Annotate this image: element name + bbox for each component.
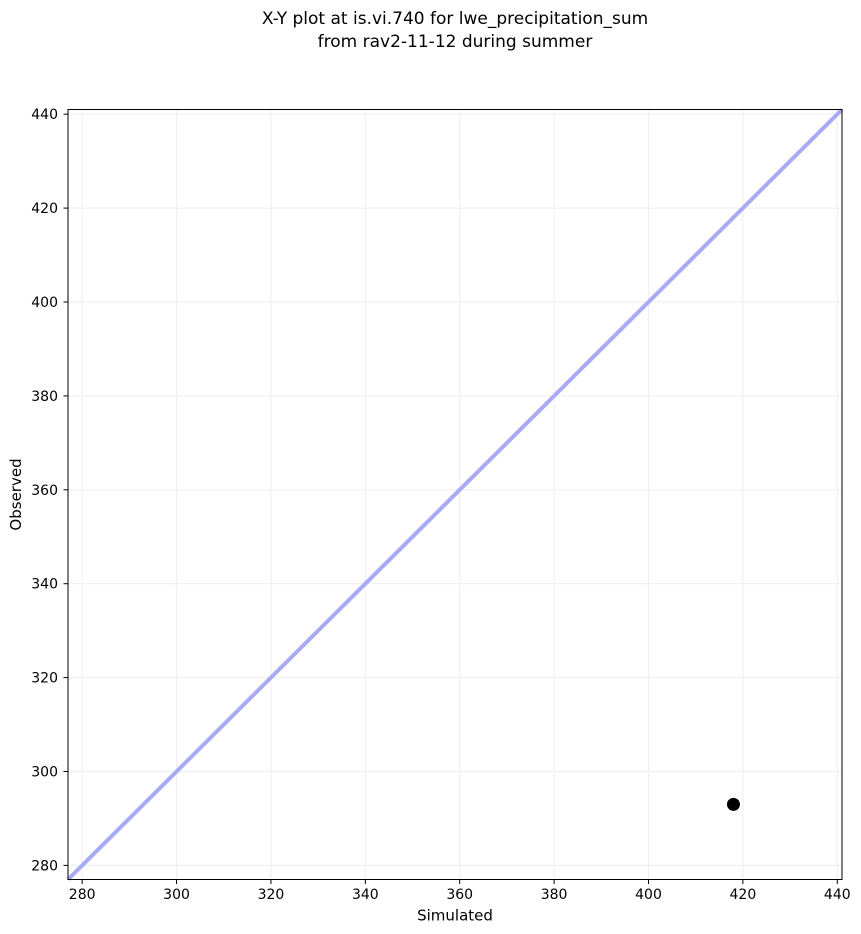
x-tick-label: 440 <box>824 887 851 903</box>
x-tick-label: 400 <box>635 887 662 903</box>
y-axis-label: Observed <box>7 458 25 530</box>
x-tick-label: 380 <box>541 887 568 903</box>
tick-labels-group: 280 300 320 340 360 380 400 420 440 280 300 320 340 3… <box>31 107 850 903</box>
y-tick-label: 420 <box>31 201 58 217</box>
y-tick-label: 400 <box>31 295 58 311</box>
x-tick-label: 300 <box>163 887 190 903</box>
y-tick-label: 380 <box>31 389 58 405</box>
x-tick-label: 280 <box>69 887 96 903</box>
x-axis-label: Simulated <box>417 907 493 925</box>
y-tick-label: 320 <box>31 671 58 687</box>
y-tick-label: 300 <box>31 765 58 781</box>
axis-ticks-group <box>63 113 838 884</box>
y-tick-label: 360 <box>31 483 58 499</box>
chart-title: X-Y plot at is.vi.740 for lwe_precipitat… <box>68 8 842 54</box>
x-tick-label: 420 <box>730 887 757 903</box>
scatter-points-group <box>726 797 740 811</box>
chart-title-line1: X-Y plot at is.vi.740 for lwe_precipitat… <box>261 9 649 29</box>
plot-border <box>67 109 843 880</box>
y-tick-label: 280 <box>31 858 58 874</box>
y-tick-label: 340 <box>31 577 58 593</box>
identity-line-group <box>66 108 844 881</box>
x-tick-label: 360 <box>446 887 473 903</box>
x-tick-label: 320 <box>258 887 285 903</box>
identity-line <box>66 108 844 881</box>
scatter-point <box>726 797 740 811</box>
grid-group <box>68 109 842 880</box>
y-tick-label: 440 <box>31 107 58 123</box>
chart-title-line2: from rav2-11-12 during summer <box>317 32 593 52</box>
x-tick-label: 340 <box>352 887 379 903</box>
